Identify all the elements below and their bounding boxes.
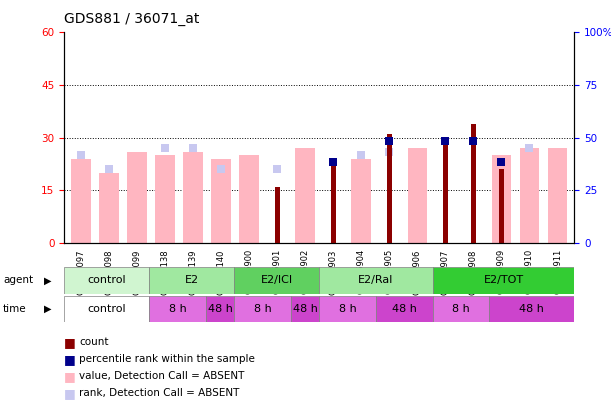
Text: 8 h: 8 h — [254, 304, 271, 314]
Bar — [471, 124, 476, 243]
Bar — [211, 159, 231, 243]
Text: ■: ■ — [64, 336, 76, 349]
Text: agent: agent — [3, 275, 33, 286]
Bar — [547, 148, 568, 243]
Bar — [99, 173, 119, 243]
Text: rank, Detection Call = ABSENT: rank, Detection Call = ABSENT — [79, 388, 240, 398]
Text: GDS881 / 36071_at: GDS881 / 36071_at — [64, 12, 200, 26]
Bar — [520, 148, 540, 243]
Bar — [492, 155, 511, 243]
Text: percentile rank within the sample: percentile rank within the sample — [79, 354, 255, 364]
Bar — [64, 267, 149, 294]
Text: 8 h: 8 h — [452, 304, 470, 314]
Text: 48 h: 48 h — [392, 304, 417, 314]
Bar — [71, 159, 91, 243]
Text: 8 h: 8 h — [338, 304, 356, 314]
Text: E2/ICI: E2/ICI — [261, 275, 293, 286]
Bar — [234, 267, 319, 294]
Bar — [408, 148, 427, 243]
Text: control: control — [87, 275, 126, 286]
Bar — [319, 296, 376, 322]
Bar — [489, 296, 574, 322]
Bar — [433, 267, 574, 294]
Text: ▶: ▶ — [44, 275, 51, 286]
Text: E2/Ral: E2/Ral — [358, 275, 393, 286]
Text: ■: ■ — [64, 370, 76, 383]
Text: ▶: ▶ — [44, 304, 51, 314]
Bar — [443, 138, 448, 243]
Bar — [64, 296, 149, 322]
Text: E2: E2 — [185, 275, 199, 286]
Bar — [275, 187, 280, 243]
Bar — [499, 169, 504, 243]
Bar — [331, 166, 336, 243]
Text: time: time — [3, 304, 27, 314]
Bar — [127, 152, 147, 243]
Bar — [155, 155, 175, 243]
Bar — [351, 159, 371, 243]
Text: 48 h: 48 h — [293, 304, 318, 314]
Bar — [149, 267, 234, 294]
Bar — [240, 155, 259, 243]
Text: 48 h: 48 h — [519, 304, 544, 314]
Text: count: count — [79, 337, 109, 347]
Text: value, Detection Call = ABSENT: value, Detection Call = ABSENT — [79, 371, 245, 381]
Bar — [183, 152, 203, 243]
Bar — [319, 267, 433, 294]
Bar — [291, 296, 319, 322]
Text: 8 h: 8 h — [169, 304, 186, 314]
Text: ■: ■ — [64, 387, 76, 400]
Bar — [296, 148, 315, 243]
Text: E2/TOT: E2/TOT — [483, 275, 524, 286]
Bar — [387, 134, 392, 243]
Bar — [234, 296, 291, 322]
Bar — [433, 296, 489, 322]
Text: ■: ■ — [64, 353, 76, 366]
Text: 48 h: 48 h — [208, 304, 232, 314]
Bar — [376, 296, 433, 322]
Bar — [206, 296, 234, 322]
Text: control: control — [87, 304, 126, 314]
Bar — [149, 296, 206, 322]
